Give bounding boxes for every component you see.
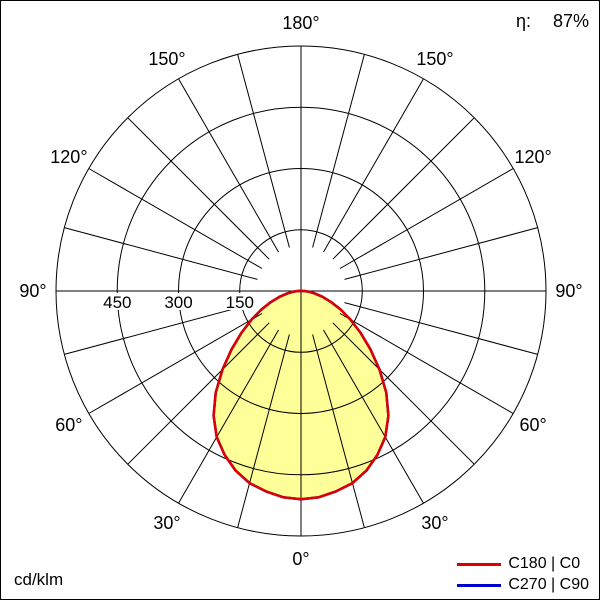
angle-label: 60° xyxy=(519,415,546,435)
grid-spoke xyxy=(237,54,290,248)
angle-label: 30° xyxy=(421,513,448,533)
radial-tick-label: 150 xyxy=(226,293,254,312)
grid-spoke xyxy=(339,168,514,269)
legend: C180 | C0 C270 | C90 xyxy=(457,555,589,594)
grid-spoke xyxy=(88,313,263,414)
grid-spoke xyxy=(88,168,263,269)
legend-item-c270-c90: C270 | C90 xyxy=(457,576,589,594)
grid-spoke xyxy=(344,227,538,280)
angle-label: 120° xyxy=(50,147,87,167)
grid-spoke xyxy=(323,78,424,253)
angle-label: 30° xyxy=(153,513,180,533)
angle-label: 0° xyxy=(292,549,309,569)
radial-tick-backing xyxy=(159,293,198,310)
grid-spoke xyxy=(178,329,279,504)
angle-label: 180° xyxy=(282,13,319,33)
radial-tick-backing xyxy=(98,293,137,310)
grid-spoke xyxy=(332,117,475,260)
grid-spoke xyxy=(332,322,475,465)
legend-label-c180-c0: C180 | C0 xyxy=(508,555,581,572)
grid-spoke xyxy=(339,313,514,414)
grid-spoke xyxy=(64,227,258,280)
grid-spoke xyxy=(127,117,270,260)
legend-label-c270-c90: C270 | C90 xyxy=(508,576,589,593)
grid-spoke xyxy=(344,302,538,355)
angle-label: 90° xyxy=(19,281,46,301)
grid-spoke xyxy=(127,322,270,465)
angle-label: 60° xyxy=(55,415,82,435)
radial-tick-label: 450 xyxy=(103,293,131,312)
grid-spoke xyxy=(312,54,365,248)
angle-label: 90° xyxy=(555,281,582,301)
grid-spoke xyxy=(64,302,258,355)
units-label: cd/klm xyxy=(14,570,64,589)
efficiency-label: η: xyxy=(515,11,531,31)
efficiency-readout: η: 87% xyxy=(516,11,589,32)
grid-spoke xyxy=(323,329,424,504)
angle-label: 150° xyxy=(148,49,185,69)
grid-spoke xyxy=(312,334,365,528)
efficiency-value: 87% xyxy=(552,11,589,31)
curve-c180-c0 xyxy=(212,289,390,501)
legend-line-c270-c90 xyxy=(457,583,502,587)
angle-label: 120° xyxy=(514,147,551,167)
legend-line-c180-c0 xyxy=(457,562,502,566)
angle-label: 150° xyxy=(416,49,453,69)
legend-item-c180-c0: C180 | C0 xyxy=(457,555,589,573)
grid-spoke xyxy=(178,78,279,253)
radial-tick-backing xyxy=(220,293,259,310)
grid-spoke xyxy=(237,334,290,528)
radial-tick-label: 300 xyxy=(164,293,192,312)
